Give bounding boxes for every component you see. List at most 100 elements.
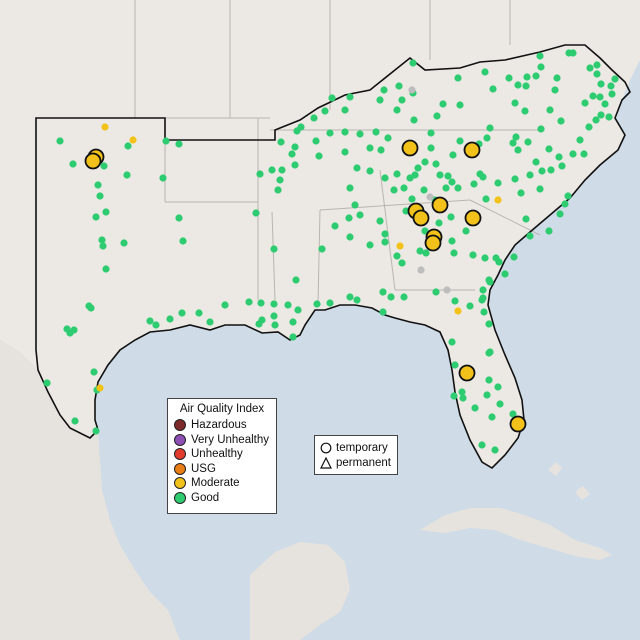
good-monitor [276,176,284,184]
moderate-temporary-monitors [84,139,527,433]
good-monitor [532,72,540,80]
good-monitor [331,222,339,230]
state-borders [36,0,541,306]
good-monitor [545,227,553,235]
good-monitors [43,49,619,454]
good-monitor [321,107,329,115]
good-monitor [435,219,443,227]
good-monitor [393,170,401,178]
moderate-temporary-monitor [431,196,449,214]
us-landmass [0,0,640,468]
good-monitor [526,232,534,240]
good-monitor [96,192,104,200]
good-monitor [294,306,302,314]
moderate-temporary-monitor [464,209,482,227]
good-monitor [486,278,494,286]
good-monitor [270,312,278,320]
good-monitor [166,315,174,323]
good-monitor [379,308,387,316]
good-monitor [586,64,594,72]
good-monitor [409,59,417,67]
good-monitor [100,162,108,170]
good-monitor [416,247,424,255]
good-monitor [526,171,534,179]
good-monitor [288,150,296,158]
good-monitor [92,427,100,435]
good-monitor [447,213,455,221]
good-monitor [580,150,588,158]
good-monitor [486,348,494,356]
good-monitor [102,208,110,216]
good-monitor [353,296,361,304]
cuba-landmass [420,508,612,560]
good-monitor [195,309,203,317]
yucatan-landmass [250,542,350,640]
good-monitor [92,213,100,221]
good-monitor [313,300,321,308]
legend-label-very-unhealthy: Very Unhealthy [191,433,269,446]
good-monitor [451,361,459,369]
good-monitor [486,124,494,132]
good-monitor [537,63,545,71]
legend-label-unhealthy: Unhealthy [191,448,243,461]
good-monitor [448,338,456,346]
good-monitor [439,100,447,108]
good-monitor [381,230,389,238]
good-monitor [414,164,422,172]
good-monitor [596,93,604,101]
good-monitor [291,143,299,151]
good-monitor [510,253,518,261]
good-monitor [589,92,597,100]
good-monitor [346,93,354,101]
good-monitor [102,265,110,273]
good-monitor [310,114,318,122]
good-monitor [346,184,354,192]
good-monitor [512,133,520,141]
good-monitor [257,299,265,307]
moderate-monitor [454,307,462,315]
good-monitor [377,146,385,154]
good-monitor [146,317,154,325]
good-monitor [480,308,488,316]
legend-item-unhealthy: Unhealthy [174,447,270,462]
good-monitor [466,302,474,310]
good-monitor [87,304,95,312]
legend-item-very-unhealthy: Very Unhealthy [174,433,270,448]
good-monitor [479,286,487,294]
good-monitor [495,258,503,266]
usg-swatch-icon [174,462,186,475]
good-monitor [509,139,517,147]
good-monitor [376,217,384,225]
good-monitor [456,101,464,109]
moderate-temporary-monitor [84,152,102,170]
good-monitor [274,186,282,194]
legend-item-usg: USG [174,462,270,477]
good-monitor [411,171,419,179]
good-monitor [56,137,64,145]
good-monitor [483,391,491,399]
monitor-type-legend: temporary permanent [314,435,398,475]
good-monitor [551,86,559,94]
hazardous-swatch-icon [174,419,186,432]
good-monitor [523,73,531,81]
legend-item-moderate: Moderate [174,476,270,491]
moderate-small-monitors [96,123,502,392]
good-monitor [366,241,374,249]
good-monitor [178,309,186,317]
good-monitor [521,107,529,115]
good-monitor [545,145,553,153]
aqi-legend-title: Air Quality Index [179,403,265,415]
good-monitor [292,276,300,284]
good-monitor [387,293,395,301]
good-monitor [351,201,359,209]
region-outline [35,44,631,470]
good-monitor [454,184,462,192]
good-monitor [328,94,336,102]
legend-label-temporary: temporary [336,441,388,454]
good-monitor [556,210,564,218]
good-monitor [483,134,491,142]
good-monitor [481,254,489,262]
good-monitor [601,100,609,108]
legend-label-moderate: Moderate [191,477,240,490]
bahamas-landmass [548,462,590,500]
